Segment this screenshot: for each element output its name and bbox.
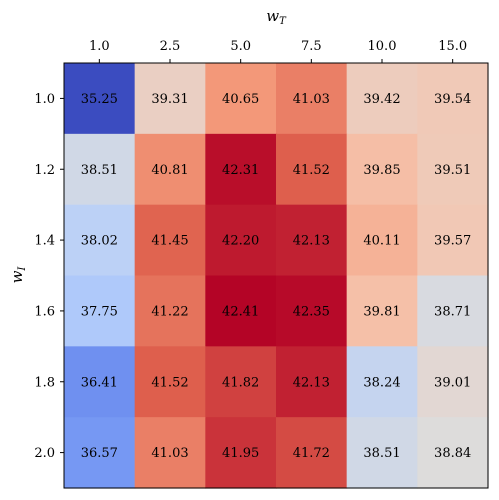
heatmap-cell: [417, 204, 489, 277]
heatmap-cell: [346, 63, 418, 135]
heatmap-cell: [64, 133, 136, 206]
x-axis-title: wT: [266, 7, 287, 27]
heatmap-cell: [205, 133, 277, 206]
heatmap-cell: [64, 346, 136, 418]
heatmap-cell: [276, 275, 348, 347]
x-tick-label: 1.0: [89, 39, 110, 54]
heatmap-cell: [276, 133, 348, 206]
heatmap-cell: [205, 275, 277, 347]
heatmap-cell: [417, 63, 489, 135]
heatmap-cell-value: 41.95: [222, 446, 259, 461]
heatmap-cell-value: 39.31: [151, 92, 188, 107]
heatmap-cell: [346, 346, 418, 418]
heatmap-cell-value: 40.81: [151, 163, 188, 178]
heatmap-cell-value: 42.20: [222, 234, 259, 249]
heatmap-cell: [346, 204, 418, 277]
heatmap-cell: [134, 133, 206, 206]
heatmap-cell: [64, 417, 136, 489]
x-tick-label: 15.0: [438, 39, 467, 54]
heatmap-cell-labels: 35.25 39.31 40.65 41.03 39.42 39.54 38.51 40.81…: [81, 92, 472, 461]
heatmap-cell-value: 41.52: [151, 375, 188, 390]
heatmap-cell-value: 41.03: [293, 92, 330, 107]
x-tick-label: 7.5: [301, 39, 322, 54]
heatmap-cell-value: 42.13: [293, 234, 330, 249]
heatmap-cell-value: 40.11: [363, 234, 400, 249]
heatmap-cell-value: 40.65: [222, 92, 259, 107]
heatmap-cell: [276, 346, 348, 418]
heatmap-cell-value: 38.51: [363, 446, 400, 461]
y-tick-label: 2.0: [34, 446, 55, 461]
heatmap-cell: [134, 346, 206, 418]
heatmap-cell-value: 36.41: [81, 375, 118, 390]
x-tick-label: 10.0: [368, 39, 397, 54]
heatmap-cell-value: 38.24: [363, 375, 400, 390]
heatmap-cell-value: 38.71: [434, 304, 471, 319]
heatmap-cell-value: 41.82: [222, 375, 259, 390]
y-tick-label: 1.8: [34, 375, 55, 390]
heatmap-cell-value: 41.22: [151, 304, 188, 319]
heatmap-cell: [134, 204, 206, 277]
heatmap-cell-value: 39.54: [434, 92, 471, 107]
heatmap-cell: [64, 63, 136, 135]
heatmap-cell: [417, 346, 489, 418]
heatmap-cell-value: 36.57: [81, 446, 118, 461]
heatmap-cell: [276, 204, 348, 277]
heatmap-cell: [205, 63, 277, 135]
heatmap-cell-value: 41.45: [151, 234, 188, 249]
y-axis-title: wI: [8, 266, 28, 284]
y-tick-label: 1.2: [34, 163, 55, 178]
heatmap-cell: [417, 417, 489, 489]
x-tick-label: 2.5: [160, 39, 181, 54]
heatmap-cell-value: 39.51: [434, 163, 471, 178]
heatmap-cell-value: 39.85: [363, 163, 400, 178]
heatmap-cell: [134, 417, 206, 489]
heatmap-cell-value: 38.02: [81, 234, 118, 249]
heatmap-cell-value: 39.42: [363, 92, 400, 107]
heatmap-cell: [134, 63, 206, 135]
heatmap-cell-value: 42.13: [293, 375, 330, 390]
heatmap-cell-value: 37.75: [81, 304, 118, 319]
heatmap-cell-value: 35.25: [81, 92, 118, 107]
heatmap-cell-value: 41.72: [293, 446, 330, 461]
heatmap-cell: [417, 133, 489, 206]
heatmap-cell-value: 39.01: [434, 375, 471, 390]
heatmap-cell: [346, 275, 418, 347]
heatmap-cell-value: 42.41: [222, 304, 259, 319]
heatmap-cell-value: 38.84: [434, 446, 471, 461]
plot-frame: [63, 62, 489, 489]
heatmap-cell-value: 39.81: [363, 304, 400, 319]
heatmap-cells: [64, 63, 489, 489]
y-tick-label: 1.4: [34, 234, 55, 249]
heatmap-cell-value: 38.51: [81, 163, 118, 178]
heatmap-cell: [417, 275, 489, 347]
heatmap-cell: [346, 133, 418, 206]
heatmap-cell: [205, 417, 277, 489]
y-tick-label: 1.0: [34, 92, 55, 107]
heatmap-cell: [346, 417, 418, 489]
heatmap-cell: [205, 204, 277, 277]
heatmap-cell: [276, 417, 348, 489]
heatmap-cell: [64, 275, 136, 347]
heatmap-cell-value: 41.52: [293, 163, 330, 178]
y-axis-ticks: 1.0 1.2 1.4 1.6 1.8 2.0: [34, 92, 64, 461]
y-tick-label: 1.6: [34, 304, 55, 319]
x-axis-ticks: 1.0 2.5 5.0 7.5 10.0 15.0: [89, 39, 467, 63]
x-tick-label: 5.0: [230, 39, 251, 54]
heatmap-cell: [134, 275, 206, 347]
heatmap-cell-value: 42.31: [222, 163, 259, 178]
heatmap-cell-value: 41.03: [151, 446, 188, 461]
heatmap-cell-value: 42.35: [293, 304, 330, 319]
heatmap-cell: [276, 63, 348, 135]
heatmap-cell-value: 39.57: [434, 234, 471, 249]
heatmap-cell: [205, 346, 277, 418]
heatmap-cell: [64, 204, 136, 277]
